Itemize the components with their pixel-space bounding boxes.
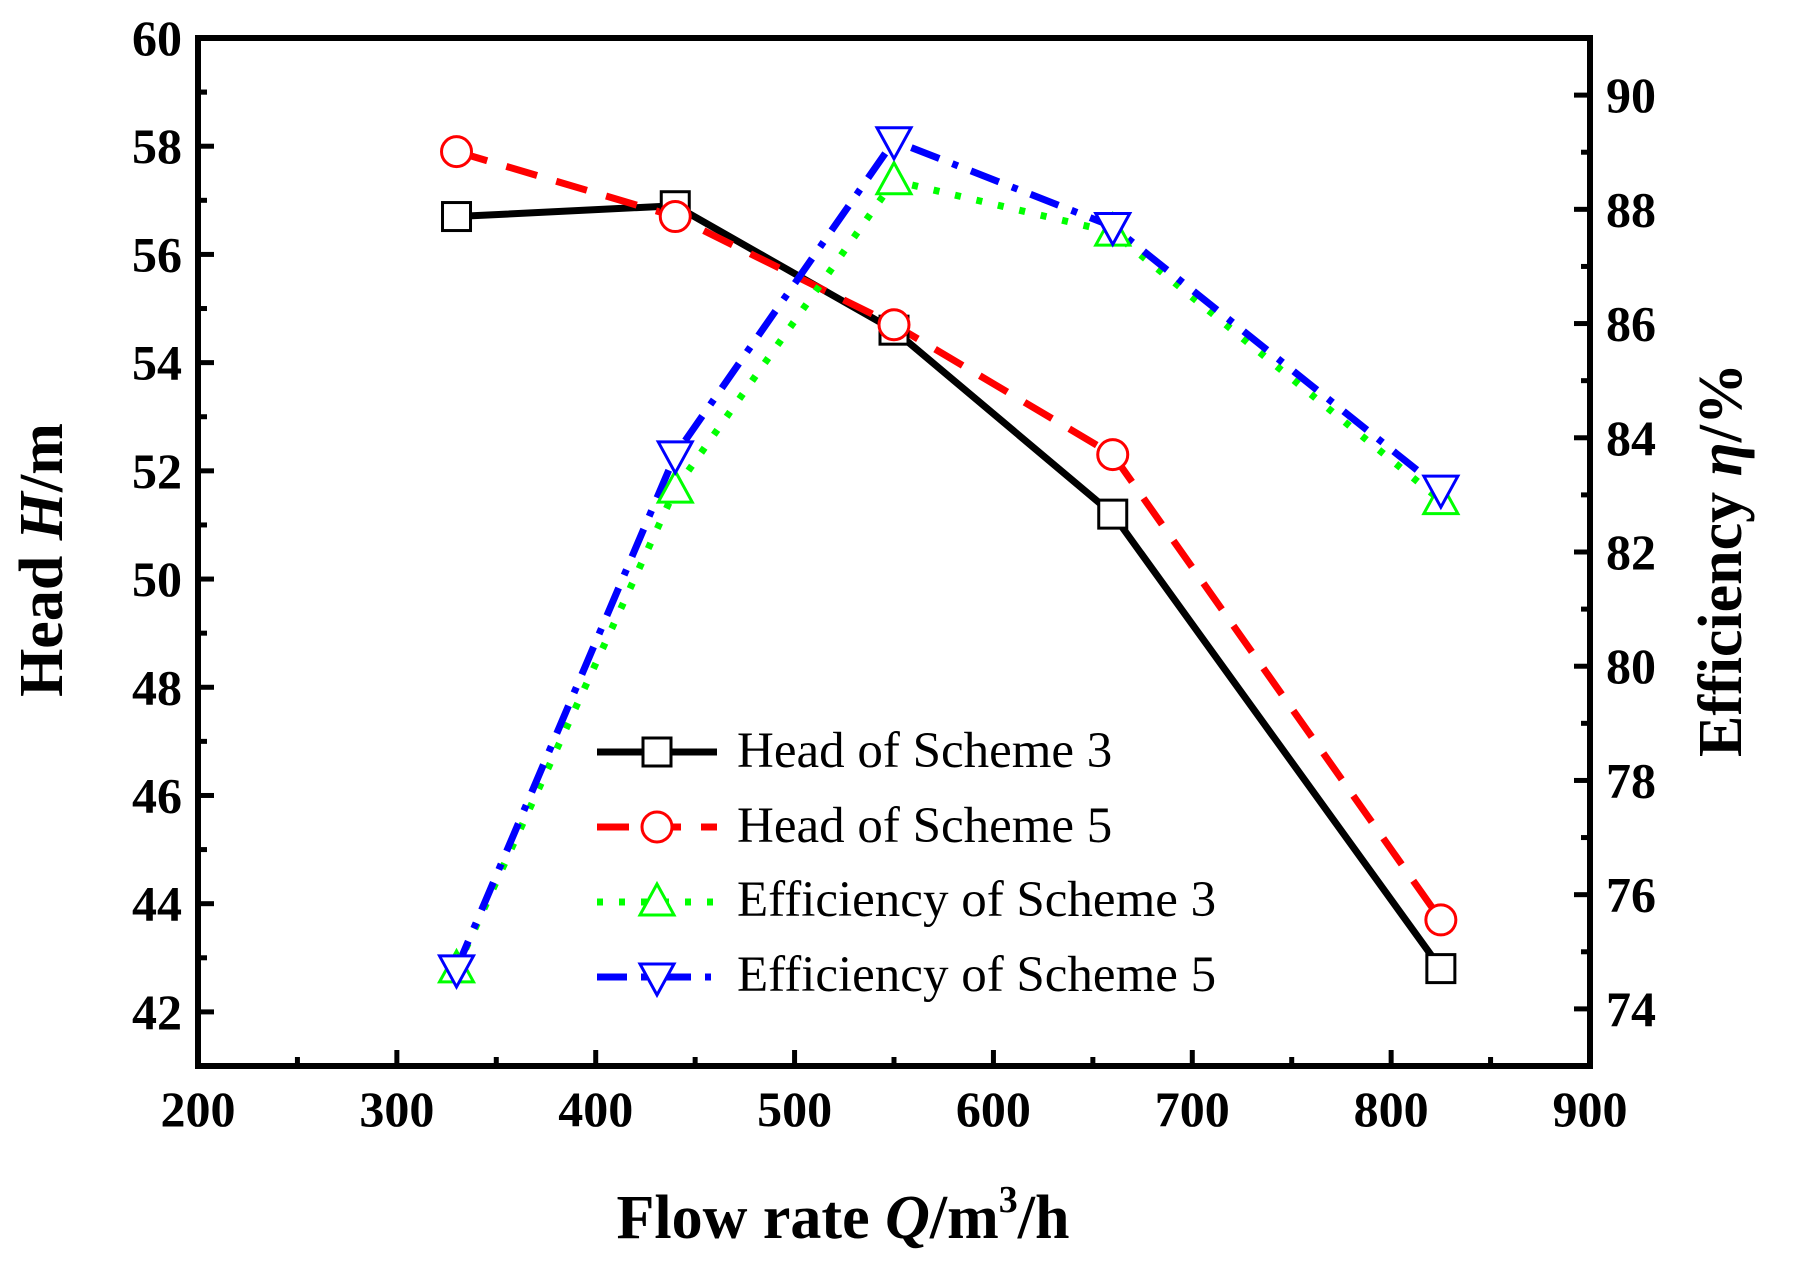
- y-right-tick-label: 74: [1606, 981, 1656, 1037]
- x-tick-label: 500: [757, 1081, 832, 1137]
- y-left-tick-label: 56: [132, 226, 182, 282]
- y-left-tick-label: 46: [132, 767, 182, 823]
- data-point-1: [877, 308, 911, 342]
- data-point-1: [1424, 903, 1458, 937]
- y-left-axis-title-prefix: Head: [8, 540, 76, 697]
- x-axis-title-suffix: /h: [1017, 1184, 1070, 1252]
- x-tick-label: 400: [558, 1081, 633, 1137]
- axis-frame: [195, 35, 1593, 1069]
- y-left-tick-label: 58: [132, 118, 182, 174]
- legend-label-efficiency-scheme-3: Efficiency of Scheme 3: [737, 872, 1216, 928]
- y-right-axis-title-prefix: Efficiency: [1687, 476, 1755, 757]
- x-tick-label: 300: [359, 1081, 434, 1137]
- data-point-0: [1425, 953, 1457, 985]
- y-right-axis-title-var: η: [1687, 442, 1755, 476]
- y-right-tick-label: 84: [1606, 410, 1656, 466]
- x-axis-title-unit: /m: [929, 1184, 999, 1252]
- y-right-tick-label: 78: [1606, 752, 1656, 808]
- y-left-tick-label: 60: [132, 10, 182, 66]
- y-right-tick-label: 88: [1606, 181, 1656, 237]
- y-right-axis-title-suffix: /%: [1687, 363, 1755, 443]
- data-point-3: [1421, 474, 1461, 511]
- legend-label-head-scheme-5: Head of Scheme 5: [737, 798, 1112, 854]
- x-axis-title-sup: 3: [999, 1179, 1018, 1221]
- y-left-tick-label: 54: [132, 335, 182, 391]
- data-point-2: [655, 468, 695, 504]
- y-left-tick-label: 48: [132, 659, 182, 715]
- y-right-tick-label: 76: [1606, 867, 1656, 923]
- y-left-axis-title-suffix: /m: [8, 423, 76, 493]
- data-point-3: [1093, 211, 1133, 248]
- series-line-0: [456, 202, 1444, 971]
- data-point-1: [1096, 438, 1130, 472]
- legend-label-head-scheme-3: Head of Scheme 3: [737, 723, 1112, 779]
- legend-marker-1: [640, 810, 674, 844]
- data-point-3: [436, 954, 477, 991]
- data-point-1: [658, 200, 692, 234]
- x-tick-label: 700: [1155, 1081, 1230, 1137]
- legend-marker-3: [637, 962, 677, 999]
- series-markers: [436, 126, 1461, 991]
- y-left-axis-title-var: H: [8, 490, 76, 541]
- y-right-axis-title: Efficiency η/%: [1687, 363, 1755, 757]
- y-left-axis-title: Head H/m: [8, 423, 76, 697]
- x-axis-title-var: Q: [885, 1184, 930, 1252]
- x-tick-label: 600: [956, 1081, 1031, 1137]
- data-point-1: [440, 135, 474, 169]
- legend-marker-2: [637, 880, 677, 917]
- legend-label-efficiency-scheme-5: Efficiency of Scheme 5: [737, 947, 1216, 1003]
- data-point-2: [874, 159, 914, 196]
- data-point-3: [874, 126, 914, 162]
- grid-and-ticks: 200 300 400 500 600 700 800 900 42 44 46 48 50 52 54 56…: [132, 10, 1656, 1137]
- y-right-tick-label: 82: [1606, 524, 1656, 580]
- x-tick-label: 900: [1553, 1081, 1628, 1137]
- y-right-tick-label: 90: [1606, 67, 1656, 123]
- x-axis-title-prefix: Flow rate: [617, 1184, 886, 1252]
- data-point-0: [441, 201, 473, 233]
- data-point-3: [655, 440, 695, 477]
- y-right-tick-label: 86: [1606, 296, 1656, 352]
- y-right-tick-label: 80: [1606, 638, 1656, 694]
- legend: Head of Scheme 3 Head of Scheme 5 Effici…: [597, 723, 1216, 1003]
- y-left-tick-label: 52: [132, 443, 182, 499]
- x-tick-label: 800: [1354, 1081, 1429, 1137]
- data-point-0: [1097, 498, 1129, 530]
- legend-marker-0: [641, 736, 673, 768]
- x-tick-label: 200: [161, 1081, 236, 1137]
- y-left-tick-label: 42: [132, 984, 182, 1040]
- x-axis-title: Flow rate Q/m3/h: [617, 1179, 1070, 1252]
- y-left-tick-label: 50: [132, 551, 182, 607]
- y-left-tick-label: 44: [132, 876, 182, 932]
- plot-frame: [195, 35, 1593, 1069]
